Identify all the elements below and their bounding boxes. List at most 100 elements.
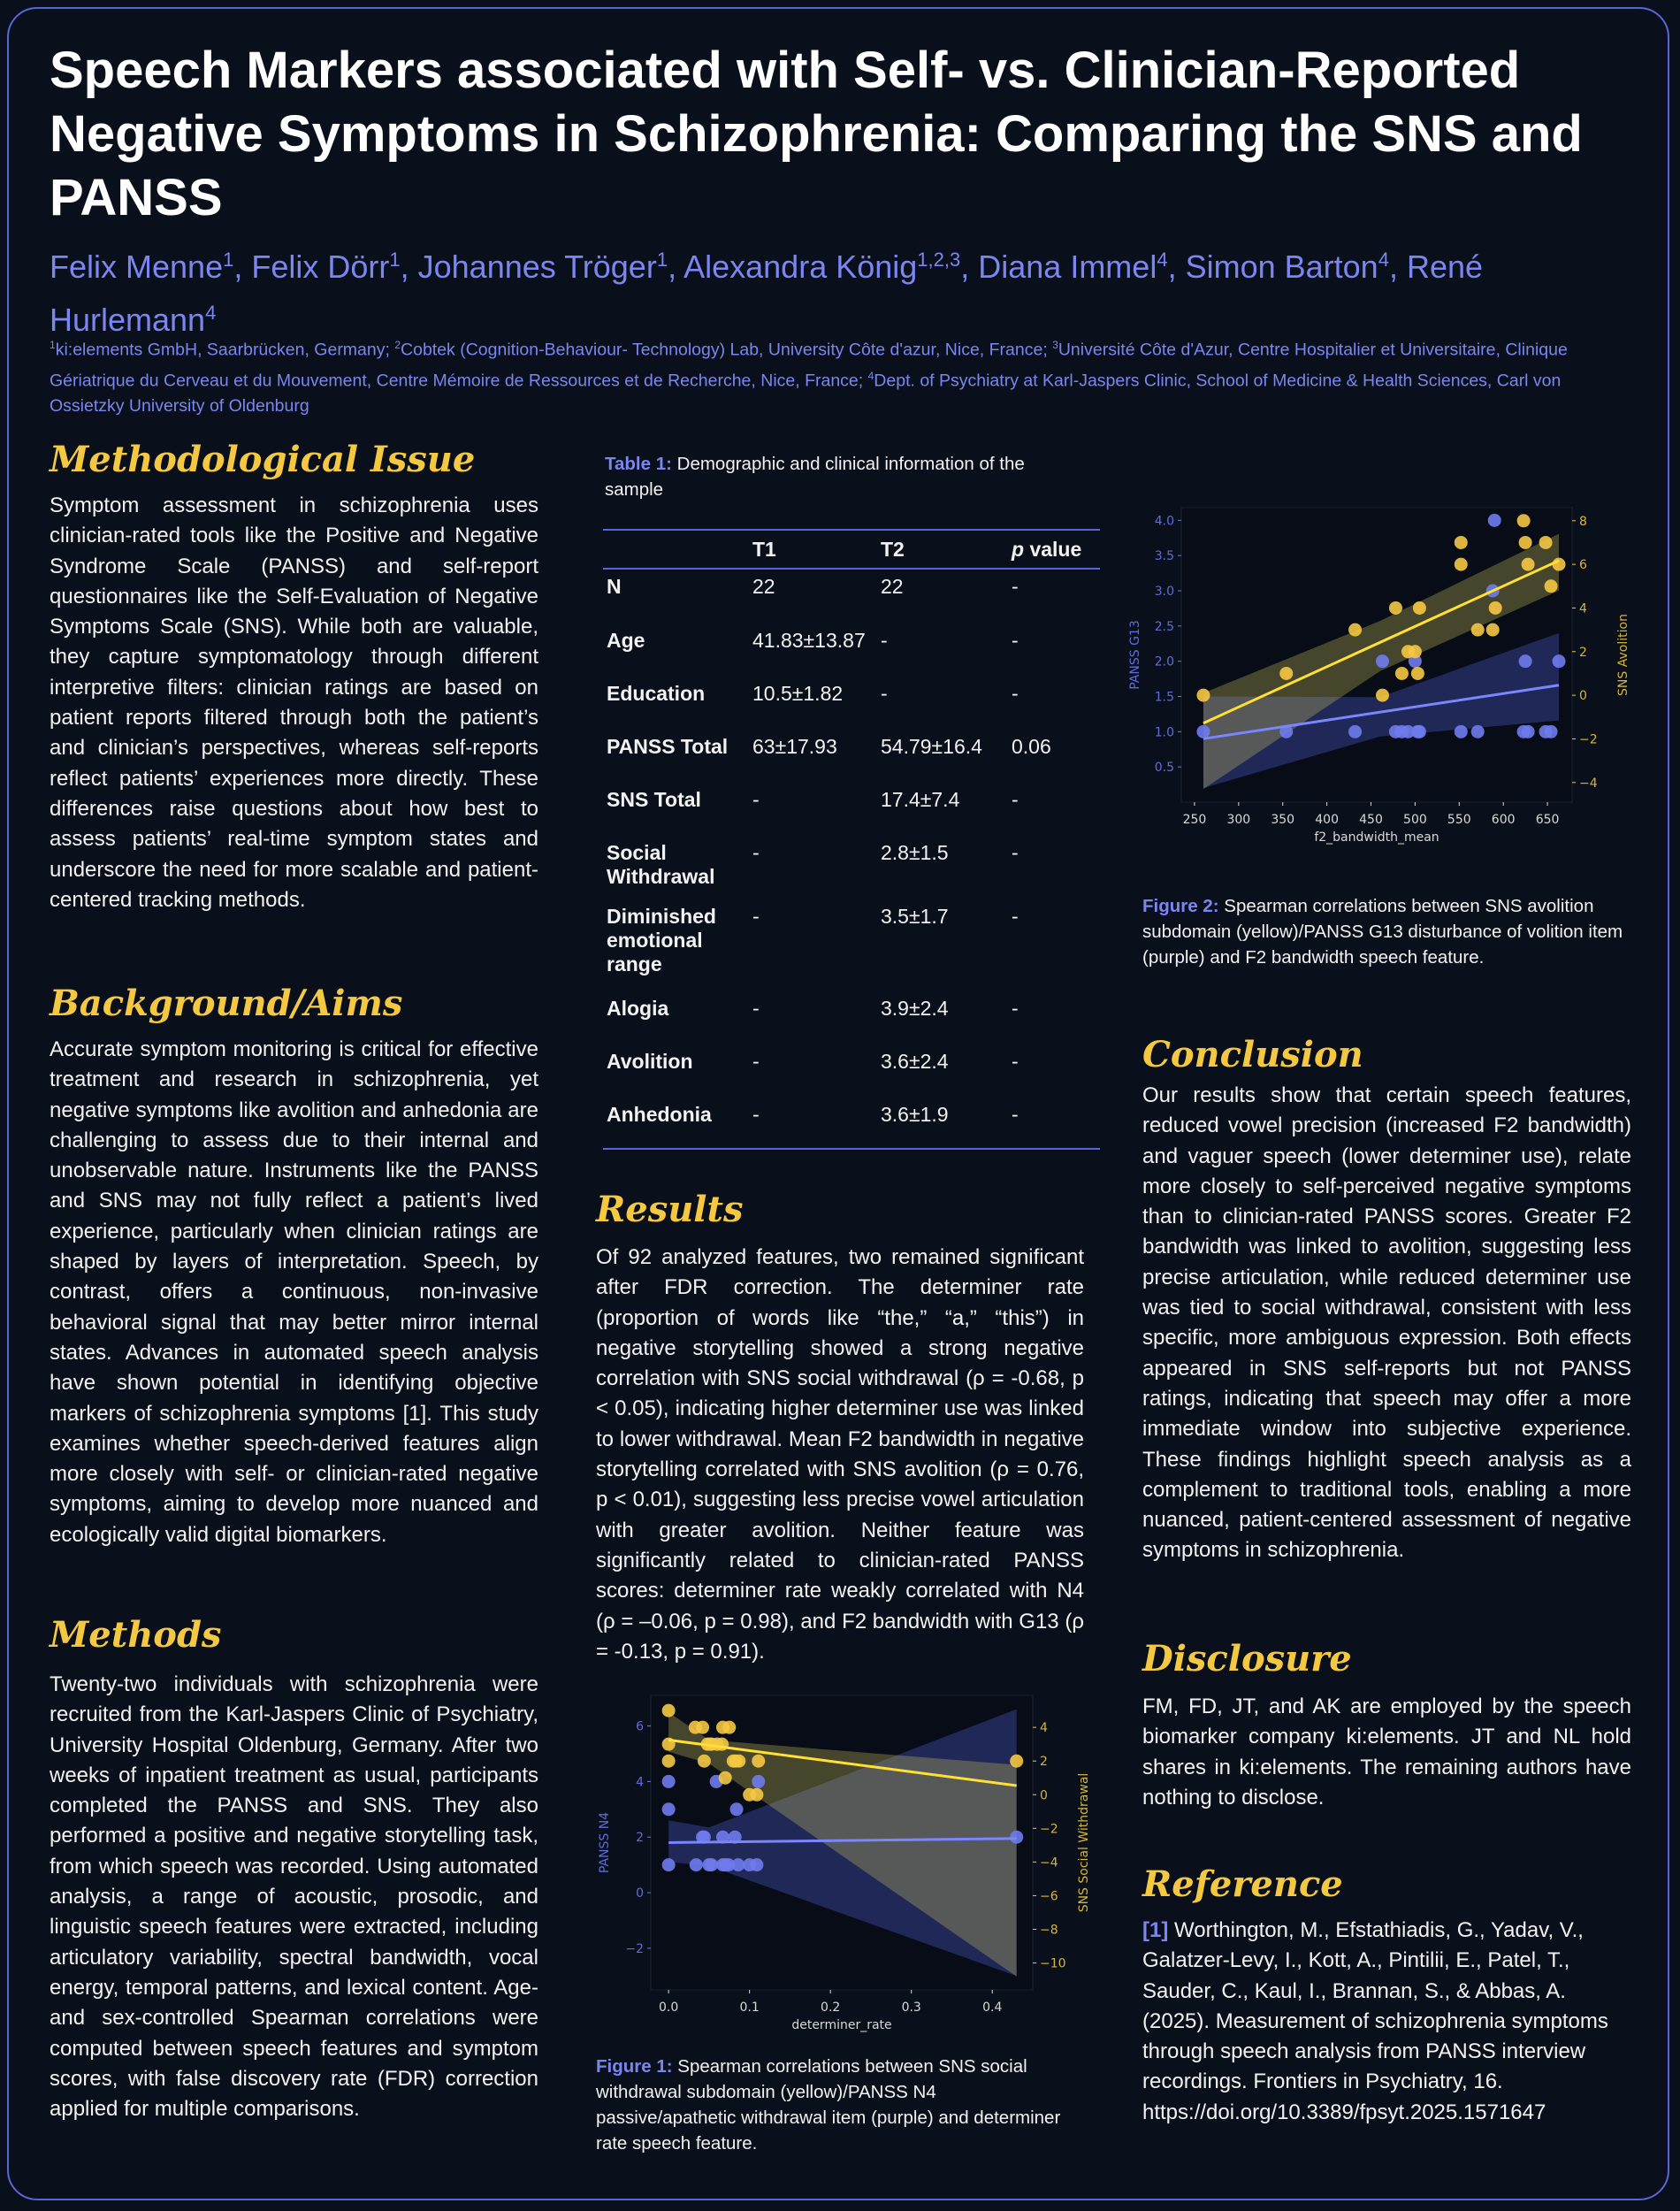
y-left-tick-label: 0.5: [1155, 761, 1174, 775]
data-point: [1412, 601, 1426, 615]
results-text: Of 92 analyzed features, two remained si…: [596, 1245, 1084, 1664]
y-left-tick-label: 3.5: [1155, 549, 1174, 563]
data-point: [696, 1720, 710, 1734]
reference-number: [1]: [1142, 1918, 1169, 1942]
table-cell: 3.6±1.9: [881, 1103, 949, 1126]
affiliation-number: 4: [867, 369, 874, 382]
y-right-tick-label: −6: [1040, 1889, 1058, 1903]
author: Felix Dörr1,: [251, 249, 418, 285]
x-axis-label: determiner_rate: [791, 2018, 891, 2032]
table-cell: -: [1012, 997, 1019, 1020]
data-point: [1375, 654, 1389, 669]
section-reference: Reference [1] Worthington, M., Efstathia…: [1142, 1863, 1631, 2128]
reference-text: Worthington, M., Efstathiadis, G., Yadav…: [1142, 1918, 1608, 2124]
row-label: Diminished emotional range: [607, 905, 716, 975]
author: René Hurlemann4: [50, 249, 1483, 338]
y-right-tick-label: 4: [1579, 601, 1587, 616]
data-point: [1488, 601, 1502, 615]
data-point: [732, 1754, 746, 1768]
table-cell: 0.06: [1012, 735, 1051, 758]
data-point: [1516, 514, 1531, 528]
data-point: [1544, 579, 1558, 593]
data-point: [731, 1858, 745, 1872]
table-cell: -: [1012, 841, 1019, 864]
data-point: [1279, 666, 1294, 680]
author-affiliation-mark: 4: [205, 302, 217, 324]
y-right-tick-label: −4: [1579, 777, 1598, 791]
x-tick-label: 650: [1536, 813, 1560, 827]
heading-disclosure: Disclosure: [1142, 1638, 1352, 1679]
data-point: [1454, 557, 1468, 571]
data-point: [1279, 724, 1294, 738]
regression-line: [668, 1738, 1017, 1787]
table-cell: -: [752, 788, 760, 811]
reference-1[interactable]: [1] Worthington, M., Efstathiadis, G., Y…: [1142, 1916, 1631, 2128]
data-point: [1348, 623, 1363, 637]
author: Diana Immel4,: [978, 249, 1186, 285]
author-name: Alexandra König: [683, 249, 918, 285]
heading-methodological-issue: Methodological Issue: [50, 439, 476, 480]
conclusion-text: Our results show that certain speech fea…: [1142, 1083, 1631, 1563]
figure1-caption-text: Spearman correlations between SNS social…: [596, 2056, 1061, 2154]
data-point: [752, 1754, 766, 1768]
data-point: [661, 1802, 676, 1817]
y-left-tick-label: 3.0: [1155, 585, 1174, 599]
figure2-caption: Figure 2: Spearman correlations between …: [1142, 893, 1624, 970]
affiliation-text: Cobtek (Cognition-Behaviour- Technology)…: [401, 340, 1053, 360]
table-row: Age 41.83±13.87- -: [603, 620, 1100, 673]
table-cell: -: [1012, 1050, 1019, 1073]
data-point: [1010, 1830, 1024, 1844]
data-point: [718, 1771, 732, 1785]
data-point: [1375, 688, 1389, 702]
data-point: [722, 1720, 737, 1734]
table1-grid: T1 T2 p value N 22 22- Age 41.83±13.87- - Educat…: [603, 529, 1100, 1150]
table-cell: 41.83±13.87: [752, 629, 866, 652]
table-header-cell: T1: [752, 537, 776, 561]
table1: T1 T2 p value N 22 22- Age 41.83±13.87- - Educat…: [603, 529, 1100, 1150]
regression-line: [1203, 559, 1560, 725]
table-cell: 3.5±1.7: [881, 905, 949, 928]
y-left-tick-label: 2: [636, 1831, 644, 1845]
y-left-tick-label: 2.5: [1155, 620, 1174, 634]
author: Johannes Tröger1,: [417, 249, 684, 285]
author-name: Diana Immel: [978, 249, 1157, 285]
plot-area: [1180, 507, 1573, 803]
data-point: [1454, 724, 1468, 738]
y-right-tick-label: 0: [1040, 1788, 1048, 1802]
poster-title: Speech Markers associated with Self- vs.…: [50, 42, 1583, 226]
disclosure-text: FM, FD, JT, and AK are employed by the s…: [1142, 1695, 1631, 1809]
methods-text: Twenty-two individuals with schizophreni…: [50, 1672, 538, 2122]
data-point: [1485, 623, 1500, 637]
table-cell: 2.8±1.5: [881, 841, 949, 864]
y-right-tick-label: −2: [1579, 732, 1598, 746]
data-point: [1394, 666, 1409, 680]
author-affiliation-mark: 4: [1378, 249, 1389, 271]
data-point: [1408, 654, 1422, 669]
data-point: [1518, 535, 1532, 549]
row-label: SNS Total: [607, 788, 701, 811]
y-right-tick-label: −4: [1040, 1855, 1058, 1870]
row-label: Education: [607, 682, 706, 705]
data-point: [1412, 724, 1426, 738]
figure2-caption-text: Spearman correlations between SNS avolit…: [1142, 896, 1623, 968]
y-right-tick-label: 6: [1579, 558, 1587, 572]
figure1-chart: 0.0 0.1 0.2 0.3 0.4 −2 0 2 4 6 −10 −8 −6 −4 −2 0 2 4 deter…: [598, 1695, 1091, 2032]
row-label: Alogia: [607, 997, 669, 1020]
x-axis-label: f2_bandwidth_mean: [1314, 830, 1439, 845]
background-aims-text: Accurate symptom monitoring is critical …: [50, 1037, 538, 1547]
data-point: [697, 1754, 711, 1768]
data-point: [1487, 513, 1501, 527]
table-cell: -: [752, 997, 760, 1020]
data-point: [661, 1754, 676, 1768]
data-point: [752, 1774, 766, 1788]
table-row: Anhedonia - 3.6±1.9 -: [603, 1094, 1100, 1149]
table-row: SNS Total - 17.4±7.4 -: [603, 779, 1100, 832]
data-point: [1521, 724, 1535, 738]
author-list: Felix Menne1, Felix Dörr1, Johannes Trög…: [50, 237, 1632, 343]
row-label: N: [607, 575, 622, 598]
data-point: [722, 1858, 736, 1872]
author: Simon Barton4,: [1185, 249, 1407, 285]
table-cell: -: [1012, 629, 1019, 652]
section-methods: Methods Twenty-two individuals with schi…: [50, 1613, 538, 2124]
y-left-tick-label: 0: [636, 1886, 644, 1901]
